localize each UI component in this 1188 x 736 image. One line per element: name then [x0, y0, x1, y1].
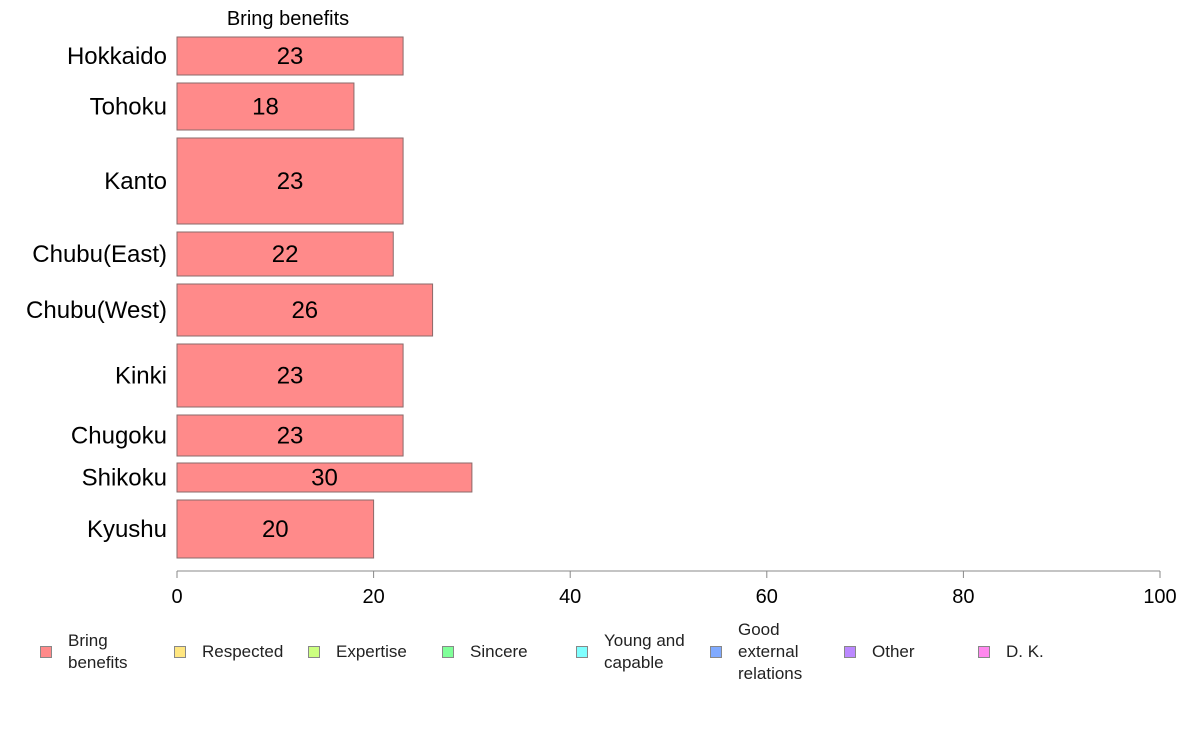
legend-item: Expertise: [308, 641, 407, 663]
bar-value-label: 20: [262, 516, 289, 543]
legend-item: Good external relations: [710, 619, 802, 685]
legend-label: D. K.: [1006, 642, 1044, 661]
legend-item: D. K.: [978, 641, 1044, 663]
x-tick-label: 60: [756, 586, 778, 608]
bar-kanto: [176, 137, 404, 225]
bar-kyushu: [176, 499, 375, 559]
bar-value-label: 22: [272, 241, 299, 268]
category-label: Kanto: [104, 168, 167, 195]
legend-label: Expertise: [336, 642, 407, 661]
legend-swatch: [308, 646, 320, 658]
x-tick-label: 80: [952, 586, 974, 608]
bar-value-label: 23: [277, 363, 304, 390]
category-label: Tohoku: [90, 94, 167, 121]
legend-item: Young and capable: [576, 630, 685, 674]
x-tick-label: 20: [362, 586, 384, 608]
category-label: Chubu(West): [26, 297, 167, 324]
legend-item: Bring benefits: [40, 630, 128, 674]
legend-swatch: [576, 646, 588, 658]
legend-label: Good external relations: [738, 620, 803, 683]
bar-chubu-east: [176, 231, 394, 277]
category-label: Kyushu: [87, 516, 167, 543]
bar-kinki: [176, 343, 404, 408]
bar-value-label: 23: [277, 168, 304, 195]
legend-swatch: [844, 646, 856, 658]
legend-swatch: [710, 646, 722, 658]
legend-swatch: [40, 646, 52, 658]
x-tick-label: 40: [559, 586, 581, 608]
legend-label: Young and capable: [604, 631, 685, 672]
bar-value-label: 23: [277, 423, 304, 450]
category-label: Hokkaido: [67, 43, 167, 70]
bars-group: 23 Hokkaido 18 Tohoku 23 Kanto 22 Chubu(East) 26…: [26, 36, 473, 559]
legend-item: Other: [844, 641, 915, 663]
category-label: Chubu(East): [32, 241, 167, 268]
bar-value-label: 23: [277, 43, 304, 70]
category-label: Chugoku: [71, 423, 167, 450]
x-tick-label: 0: [171, 586, 182, 608]
legend-swatch: [978, 646, 990, 658]
legend-item: Respected: [174, 641, 283, 663]
legend-label: Sincere: [470, 642, 528, 661]
legend-swatch: [174, 646, 186, 658]
bar-tohoku: [176, 82, 355, 131]
bar-value-label: 30: [311, 465, 338, 492]
bar-shikoku: [176, 462, 473, 493]
legend-label: Other: [872, 642, 915, 661]
legend-swatch: [442, 646, 454, 658]
x-tick-label: 100: [1143, 586, 1176, 608]
legend-item: Sincere: [442, 641, 528, 663]
chart-title: Bring benefits: [227, 8, 349, 30]
bar-value-label: 26: [291, 297, 318, 324]
legend-label: Bring benefits: [68, 631, 128, 672]
legend: Bring benefits Respected Expertise Sincere Y…: [0, 618, 1188, 698]
category-label: Kinki: [115, 363, 167, 390]
bar-value-label: 18: [252, 94, 279, 121]
legend-label: Respected: [202, 642, 284, 661]
x-axis: 0 20 40 60 80 100: [171, 570, 1177, 608]
bar-chubu-west: [176, 283, 434, 337]
bar-chugoku: [176, 414, 404, 457]
category-label: Shikoku: [82, 465, 167, 492]
bar-hokkaido: [176, 36, 404, 76]
